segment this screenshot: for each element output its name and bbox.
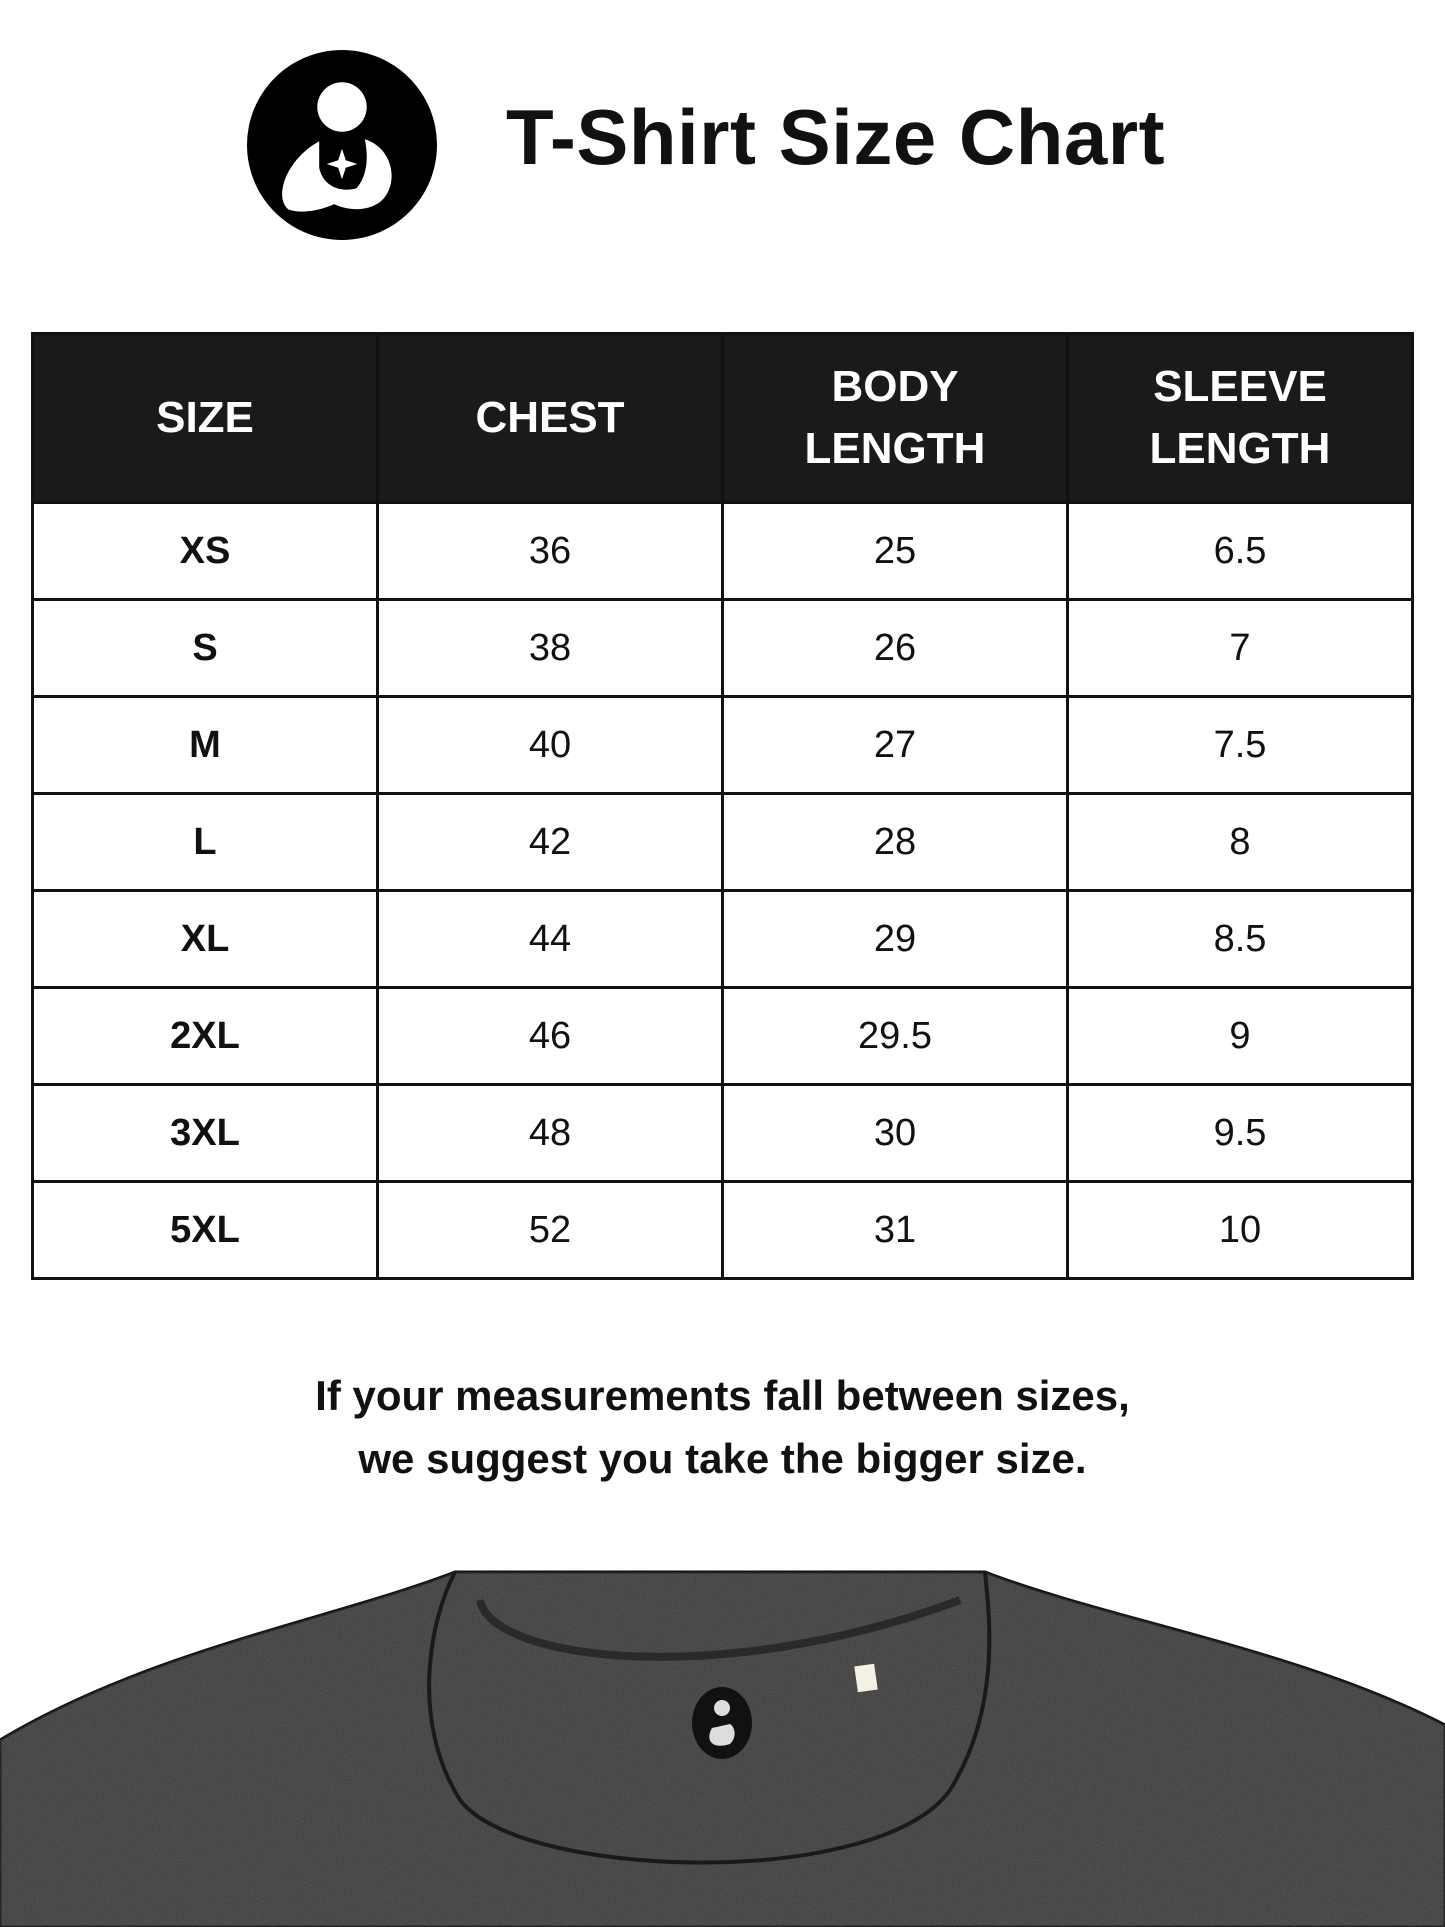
column-header: SIZE: [31, 332, 379, 504]
size-cell: XL: [31, 889, 379, 989]
body-length-cell: 29.5: [721, 986, 1069, 1086]
size-cell: S: [31, 598, 379, 698]
column-header-line-1: SLEEVE: [1153, 362, 1327, 411]
brand-logo-icon: [247, 50, 437, 240]
chest-cell: 36: [376, 501, 724, 601]
table-row: 2XL 46 29.5 9: [31, 986, 1414, 1086]
sleeve-length-cell: 7.5: [1066, 695, 1414, 795]
column-header-line-1: CHEST: [475, 393, 625, 442]
body-length-cell: 25: [721, 501, 1069, 601]
size-cell: 3XL: [31, 1083, 379, 1183]
column-header-line-2: LENGTH: [804, 424, 986, 473]
size-chart-table: SIZE CHEST BODY LENGTH SLEEVE LENGTH XS 36 25 6.…: [31, 332, 1414, 1280]
chest-cell: 46: [376, 986, 724, 1086]
size-cell: XS: [31, 501, 379, 601]
body-length-cell: 26: [721, 598, 1069, 698]
chest-cell: 42: [376, 792, 724, 892]
sleeve-length-cell: 8.5: [1066, 889, 1414, 989]
size-cell: 5XL: [31, 1180, 379, 1280]
table-row: XS 36 25 6.5: [31, 501, 1414, 601]
column-header: BODY LENGTH: [721, 332, 1069, 504]
table-header-row: SIZE CHEST BODY LENGTH SLEEVE LENGTH: [31, 332, 1414, 504]
sleeve-length-cell: 10: [1066, 1180, 1414, 1280]
table-row: 3XL 48 30 9.5: [31, 1083, 1414, 1183]
shirt-logo-label: [692, 1687, 752, 1759]
column-header-line-1: BODY: [831, 362, 959, 411]
sleeve-length-cell: 9.5: [1066, 1083, 1414, 1183]
size-cell: 2XL: [31, 986, 379, 1086]
size-advice-line-2: we suggest you take the bigger size.: [358, 1435, 1087, 1482]
sleeve-length-cell: 9: [1066, 986, 1414, 1086]
chest-cell: 48: [376, 1083, 724, 1183]
chest-cell: 44: [376, 889, 724, 989]
table-row: S 38 26 7: [31, 598, 1414, 698]
body-length-cell: 29: [721, 889, 1069, 989]
size-tag: [854, 1663, 878, 1693]
sleeve-length-cell: 8: [1066, 792, 1414, 892]
sleeve-length-cell: 6.5: [1066, 501, 1414, 601]
t-shirt-photo: [0, 1570, 1445, 1927]
column-header: SLEEVE LENGTH: [1066, 332, 1414, 504]
column-header-line-2: LENGTH: [1149, 424, 1331, 473]
page-title: T-Shirt Size Chart: [506, 93, 1166, 181]
body-length-cell: 31: [721, 1180, 1069, 1280]
column-header-line-1: SIZE: [156, 393, 254, 442]
body-length-cell: 28: [721, 792, 1069, 892]
size-advice-line-1: If your measurements fall between sizes,: [315, 1372, 1130, 1419]
table-row: L 42 28 8: [31, 792, 1414, 892]
table-row: M 40 27 7.5: [31, 695, 1414, 795]
table-row: 5XL 52 31 10: [31, 1180, 1414, 1280]
body-length-cell: 30: [721, 1083, 1069, 1183]
chest-cell: 52: [376, 1180, 724, 1280]
chest-cell: 38: [376, 598, 724, 698]
column-header: CHEST: [376, 332, 724, 504]
body-length-cell: 27: [721, 695, 1069, 795]
table-row: XL 44 29 8.5: [31, 889, 1414, 989]
chest-cell: 40: [376, 695, 724, 795]
size-cell: L: [31, 792, 379, 892]
size-cell: M: [31, 695, 379, 795]
sleeve-length-cell: 7: [1066, 598, 1414, 698]
